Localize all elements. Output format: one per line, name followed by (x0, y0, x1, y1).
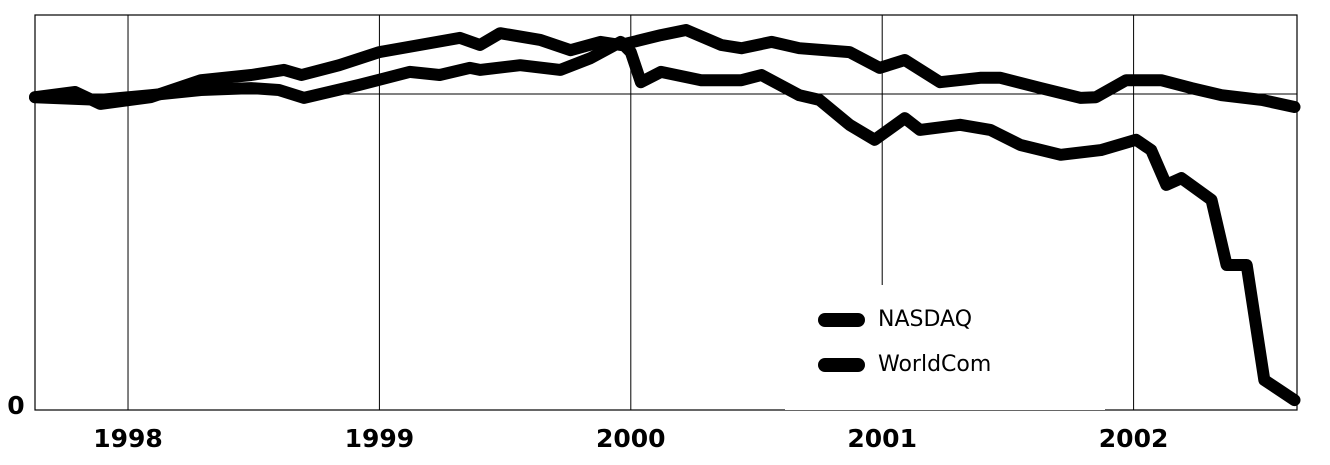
x-tick-label: 1999 (345, 424, 415, 453)
series-line (29, 24, 1301, 113)
x-tick-label: 2001 (847, 424, 917, 453)
x-tick-label: 2002 (1099, 424, 1169, 453)
series-line (29, 35, 1301, 407)
legend-box (785, 285, 1105, 410)
plot-frame (34, 14, 1298, 411)
x-tick-label: 2000 (596, 424, 666, 453)
legend-label: NASDAQ (878, 307, 972, 332)
x-tick-label: 1998 (93, 424, 163, 453)
legend-label: WorldCom (878, 352, 991, 377)
y-tick-label: 0 (7, 391, 24, 420)
